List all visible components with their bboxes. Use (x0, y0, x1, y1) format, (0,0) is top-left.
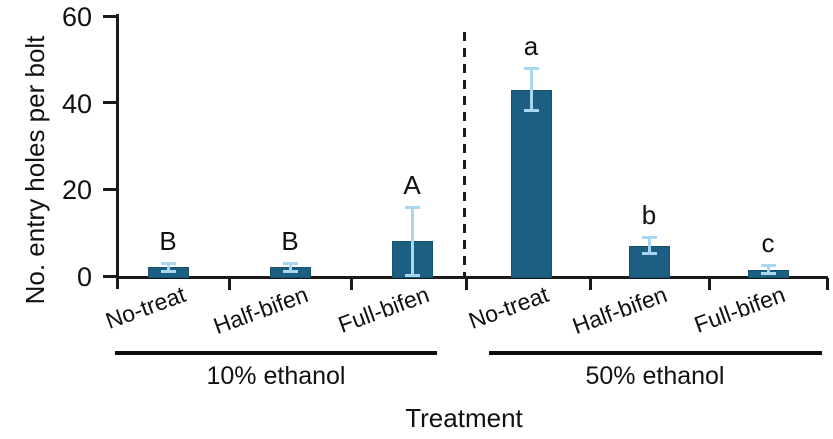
y-tick (103, 14, 118, 18)
group-underline (489, 351, 822, 355)
error-bar-cap-bottom (641, 252, 657, 256)
y-tick-label: 20 (61, 175, 92, 206)
x-tick (349, 278, 353, 290)
error-bar-cap-top (760, 264, 776, 268)
x-category-label: No-treat (101, 281, 189, 334)
x-axis-line (116, 276, 828, 279)
x-axis-title: Treatment (405, 403, 523, 433)
y-tick-label: 0 (76, 262, 92, 292)
error-bar-line (766, 265, 770, 274)
error-bar-cap-top (404, 205, 420, 209)
error-bar-cap-top (523, 67, 539, 70)
group-label: 10% ethanol (206, 362, 346, 390)
x-category-label: Full-bifen (691, 281, 789, 338)
x-tick (464, 278, 468, 290)
significance-letter: b (641, 200, 657, 230)
significance-letter: A (403, 169, 421, 200)
y-tick (103, 101, 118, 105)
error-bar-line (288, 263, 292, 272)
error-bar-line (166, 263, 170, 272)
x-category-label: Half-bifen (568, 281, 670, 340)
error-bar-cap-bottom (523, 109, 539, 113)
significance-letter: B (159, 226, 177, 256)
y-tick-label: 40 (61, 88, 92, 119)
y-tick (103, 187, 118, 191)
y-tick (103, 274, 118, 278)
error-bar-cap-top (641, 236, 657, 239)
significance-letter: a (523, 31, 539, 61)
error-bar-cap-bottom (282, 269, 298, 273)
bar (510, 89, 552, 278)
x-tick (588, 278, 592, 290)
y-axis-line (116, 14, 119, 289)
x-tick (825, 278, 829, 290)
x-tick (707, 278, 711, 290)
group-separator-dashed-line (463, 32, 466, 278)
error-bar-line (410, 206, 414, 276)
error-bar-cap-bottom (404, 274, 420, 277)
error-bar-cap-bottom (160, 269, 176, 273)
x-category-label: No-treat (464, 281, 552, 334)
group-label: 50% ethanol (585, 362, 725, 390)
error-bar-line (529, 68, 533, 112)
error-bar-cap-top (282, 262, 298, 265)
significance-letter: B (281, 226, 299, 256)
group-underline (115, 351, 437, 355)
significance-letter: c (761, 228, 775, 259)
error-bar-cap-top (160, 262, 176, 265)
error-bar-line (647, 237, 651, 255)
error-bar-cap-bottom (760, 271, 776, 275)
x-category-label: Half-bifen (209, 281, 311, 340)
x-tick (227, 278, 231, 290)
y-tick-label: 60 (61, 2, 92, 32)
